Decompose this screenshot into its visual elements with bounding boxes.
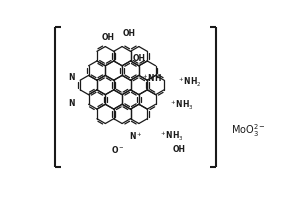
- Text: $^+$NH$_3$: $^+$NH$_3$: [159, 130, 184, 143]
- Text: O$^-$: O$^-$: [111, 144, 125, 155]
- Text: OH: OH: [123, 29, 136, 38]
- Text: $^+$NH$_3$: $^+$NH$_3$: [169, 99, 194, 112]
- Text: $^+$NH$_2$: $^+$NH$_2$: [177, 76, 202, 89]
- Text: OH: OH: [101, 33, 115, 42]
- Text: N$^+$: N$^+$: [129, 131, 143, 142]
- Text: OH: OH: [173, 145, 186, 154]
- Text: MoO$_3^{2-}$: MoO$_3^{2-}$: [231, 122, 266, 139]
- Text: $^+$NH: $^+$NH: [141, 72, 162, 84]
- Text: OH: OH: [133, 54, 146, 63]
- Text: N: N: [68, 99, 75, 108]
- Text: N: N: [68, 73, 75, 82]
